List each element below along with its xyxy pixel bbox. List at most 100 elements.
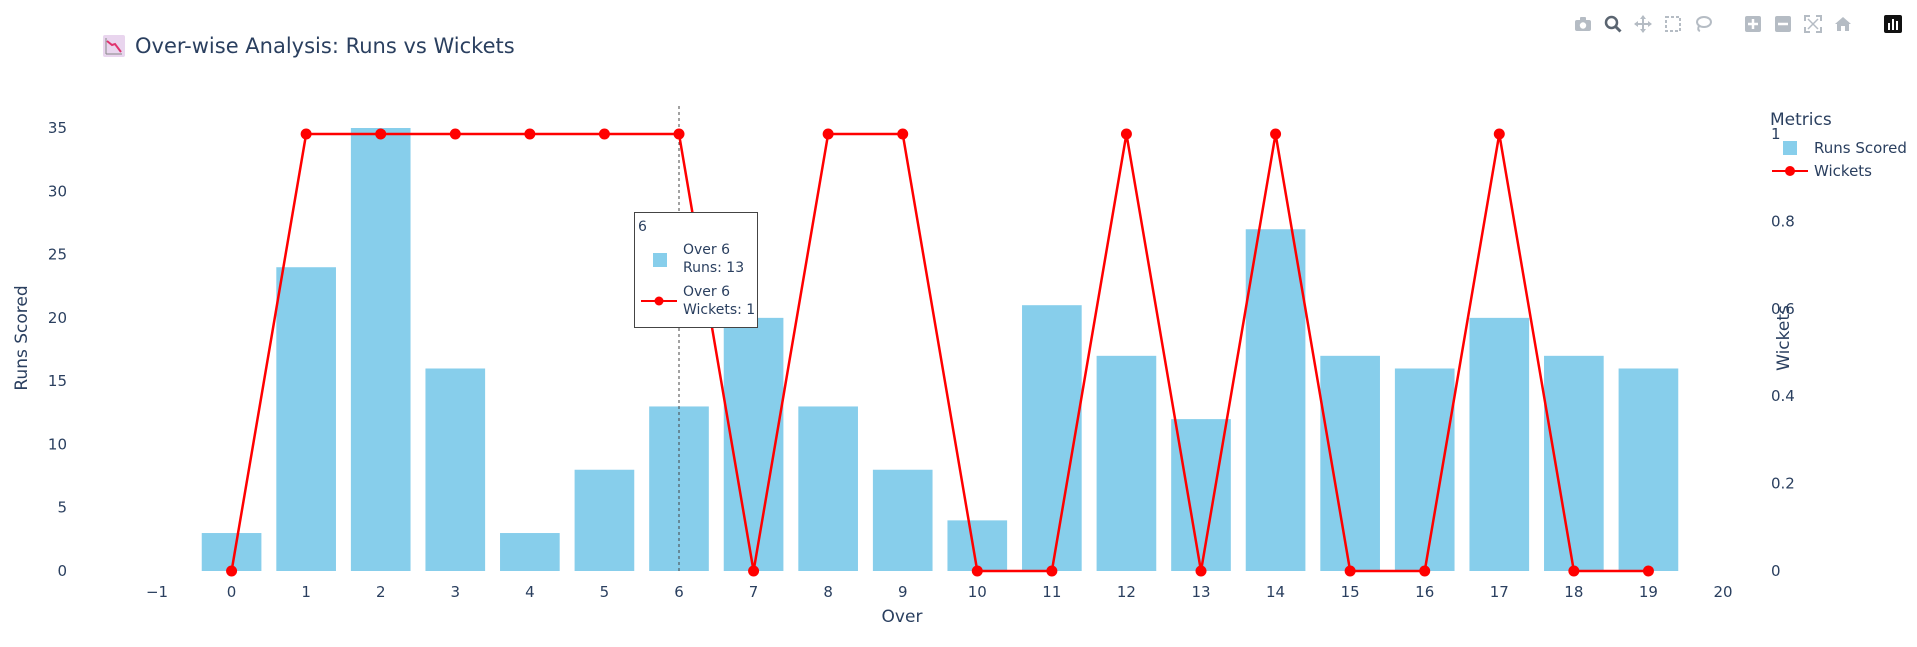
wickets-point: [1046, 565, 1058, 577]
legend-bar-swatch: [1770, 140, 1810, 156]
tooltip-header: 6: [638, 219, 647, 235]
x-tick-label: 13: [1191, 583, 1210, 601]
runs-bar: [1245, 229, 1306, 571]
runs-bar: [276, 267, 336, 571]
wickets-line-layer: [226, 128, 1654, 577]
x-tick-label: 3: [451, 583, 461, 601]
y-tick-label: 5: [57, 499, 67, 517]
runs-bar: [1171, 419, 1231, 571]
y2-tick-label: 0.4: [1771, 387, 1795, 405]
zoom-icon[interactable]: [1601, 12, 1625, 36]
chart-toolbar: [1571, 12, 1905, 36]
chart-title: Over-wise Analysis: Runs vs Wickets: [135, 34, 515, 58]
reset-axes-icon[interactable]: [1831, 12, 1855, 36]
autoscale-icon[interactable]: [1801, 12, 1825, 36]
x-tick-label: 20: [1713, 583, 1732, 601]
runs-bar: [1320, 355, 1380, 571]
x-tick-label: 15: [1341, 583, 1360, 601]
x-tick-label: 10: [968, 583, 987, 601]
y2-tick-label: 0.8: [1771, 212, 1795, 230]
x-tick-label: 14: [1266, 583, 1285, 601]
legend-item-wickets[interactable]: Wickets: [1770, 159, 1907, 182]
legend-label-runs-scored: Runs Scored: [1814, 138, 1907, 157]
y2-tick-label: 0: [1771, 562, 1781, 580]
x-tick-label: 1: [301, 583, 311, 601]
y-axis-title: Runs Scored: [12, 285, 32, 390]
runs-bar: [798, 406, 858, 571]
tooltip-line-line2: Wickets: 1: [683, 302, 756, 318]
lasso-select-icon[interactable]: [1691, 12, 1715, 36]
legend-label-wickets: Wickets: [1814, 161, 1872, 180]
x-tick-label: 4: [525, 583, 535, 601]
tooltip-bar-swatch: [653, 253, 667, 267]
axes-layer: −1 0 1 2 3 4 5 6 7 8 9 10 11 12 13 14 15 16 17 18 19 20051015…: [12, 119, 1795, 627]
runs-bar: [1096, 355, 1157, 571]
y-tick-label: 35: [48, 119, 67, 137]
legend-title: Metrics: [1770, 110, 1832, 130]
camera-icon[interactable]: [1571, 12, 1595, 36]
x-tick-label: 9: [898, 583, 908, 601]
runs-bar: [872, 469, 933, 571]
wickets-point: [971, 565, 983, 577]
x-tick-label: 7: [749, 583, 759, 601]
legend: Metrics Runs Scored Wickets: [1770, 110, 1907, 182]
runs-bar: [1544, 355, 1604, 571]
x-tick-label: 17: [1490, 583, 1509, 601]
wickets-point: [1493, 128, 1505, 140]
y-tick-label: 25: [48, 246, 67, 264]
runs-bar: [947, 520, 1008, 571]
x-tick-label: 8: [823, 583, 833, 601]
wickets-point: [1419, 565, 1431, 577]
x-tick-label: −1: [146, 583, 168, 601]
wickets-point: [1344, 565, 1356, 577]
y-tick-label: 15: [48, 372, 67, 390]
legend-item-runs-scored[interactable]: Runs Scored: [1770, 136, 1907, 159]
runs-bar: [500, 533, 560, 571]
wickets-point: [748, 565, 760, 577]
y-tick-label: 30: [48, 182, 67, 200]
tooltip-bar-line1: Over 6: [683, 242, 731, 258]
wickets-point: [1120, 128, 1132, 140]
plotly-logo-icon[interactable]: [1881, 12, 1905, 36]
wickets-point: [673, 128, 685, 140]
runs-bar: [574, 469, 635, 571]
y-tick-label: 0: [57, 562, 67, 580]
bars-layer: [201, 128, 1679, 571]
x-tick-label: 2: [376, 583, 386, 601]
y2-tick-label: 0.2: [1771, 475, 1795, 493]
wickets-point: [598, 128, 610, 140]
legend-line-swatch: [1770, 163, 1810, 179]
runs-bar: [1022, 305, 1082, 571]
tooltip-line-line1: Over 6: [683, 284, 731, 300]
wickets-point: [1642, 565, 1654, 577]
pan-icon[interactable]: [1631, 12, 1655, 36]
zoom-out-icon[interactable]: [1771, 12, 1795, 36]
runs-bar: [1469, 317, 1530, 571]
box-select-icon[interactable]: [1661, 12, 1685, 36]
x-tick-label: 12: [1117, 583, 1136, 601]
runs-bar: [350, 128, 411, 571]
wickets-point: [524, 128, 536, 140]
x-tick-label: 16: [1415, 583, 1434, 601]
y2-tick-label: 0.6: [1771, 300, 1795, 318]
wickets-point: [897, 128, 909, 140]
x-axis-title: Over: [882, 607, 923, 627]
wickets-point: [1270, 128, 1282, 140]
zoom-in-icon[interactable]: [1741, 12, 1765, 36]
y2-axis-title: Wickets: [1774, 305, 1794, 371]
wickets-line: [230, 132, 1649, 573]
y-tick-label: 20: [48, 309, 67, 327]
runs-bar: [1618, 368, 1679, 571]
tooltip-line-swatch: [641, 296, 677, 306]
x-tick-label: 18: [1564, 583, 1583, 601]
runs-bar: [723, 317, 784, 571]
chart-decreasing-icon: [103, 35, 125, 57]
runs-bar: [425, 368, 486, 571]
x-tick-label: 6: [674, 583, 684, 601]
wickets-point: [1568, 565, 1580, 577]
hover-tooltip: 6 Over 6 Runs: 13 Over 6 Wickets: 1: [634, 212, 758, 328]
tooltip-bar-line2: Runs: 13: [683, 260, 745, 276]
x-tick-label: 11: [1042, 583, 1061, 601]
wickets-point: [226, 565, 238, 577]
